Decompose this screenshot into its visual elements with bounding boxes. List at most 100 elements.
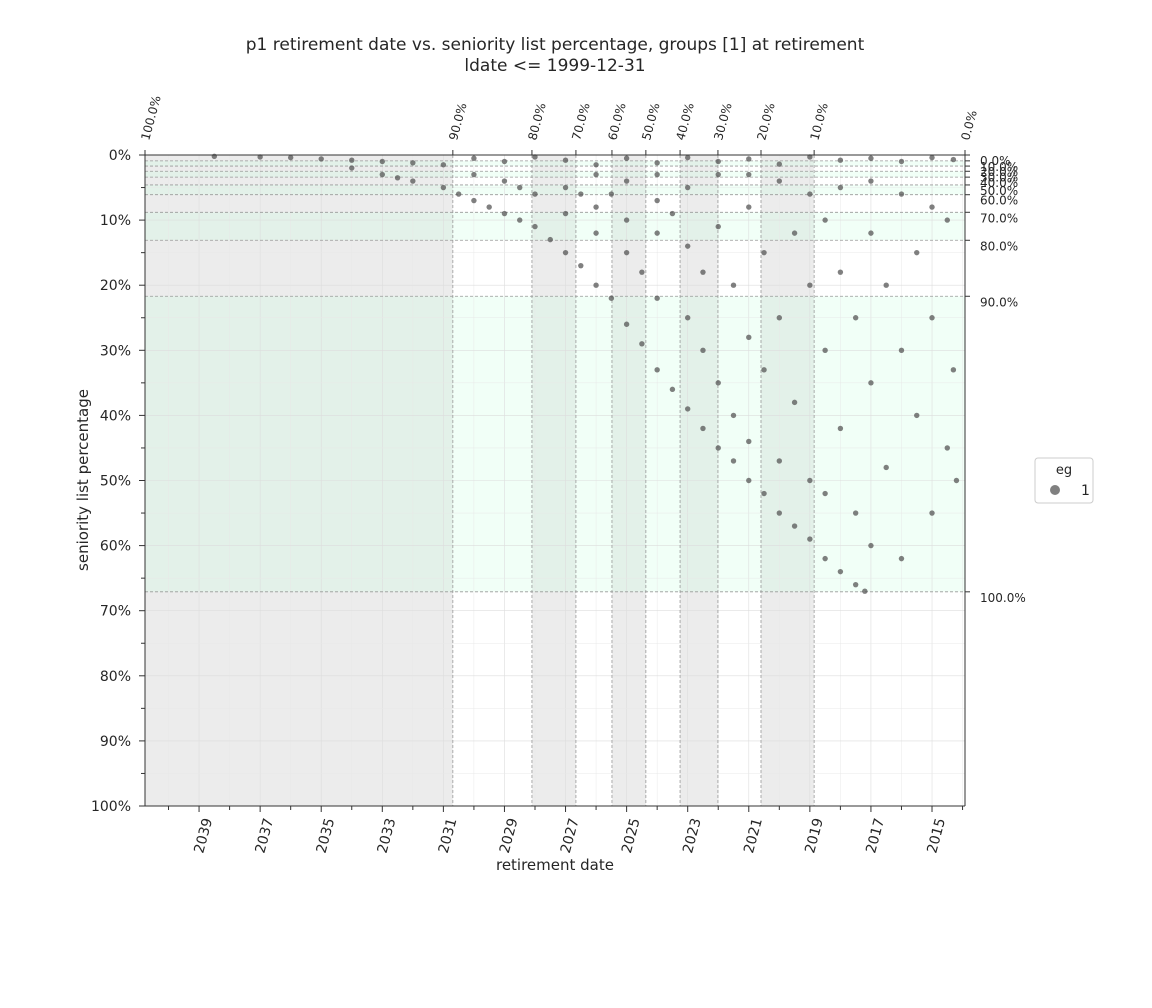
point bbox=[532, 223, 538, 230]
point bbox=[593, 282, 599, 288]
point bbox=[837, 157, 844, 163]
top-tick-label: 40.0% bbox=[673, 101, 696, 141]
top-tick-label: 70.0% bbox=[569, 101, 592, 141]
point bbox=[715, 158, 721, 165]
point bbox=[501, 158, 508, 165]
point bbox=[868, 178, 874, 184]
point bbox=[440, 162, 447, 168]
right-tick-label: 10.0% bbox=[980, 160, 1018, 174]
point bbox=[776, 161, 783, 167]
right-tick-label: 80.0% bbox=[980, 239, 1018, 253]
y-axis-label: seniority list percentage bbox=[74, 389, 92, 571]
point bbox=[532, 154, 538, 160]
right-tick-label: 0.0% bbox=[980, 154, 1011, 168]
point bbox=[715, 380, 721, 386]
point bbox=[394, 175, 401, 181]
point bbox=[410, 160, 416, 166]
chart-subtitle: ldate <= 1999-12-31 bbox=[464, 56, 645, 76]
point bbox=[608, 295, 615, 301]
point bbox=[654, 160, 660, 166]
point bbox=[862, 588, 868, 594]
point bbox=[791, 399, 798, 406]
right-tick-label: 70.0% bbox=[980, 211, 1018, 225]
x-tick-label: 2017 bbox=[863, 816, 888, 855]
point bbox=[318, 156, 324, 162]
point bbox=[776, 315, 783, 321]
top-tick-label: 10.0% bbox=[808, 101, 831, 141]
x-tick-label: 2023 bbox=[680, 816, 705, 855]
right-tick-label: 100.0% bbox=[980, 591, 1026, 605]
point bbox=[257, 154, 263, 160]
point bbox=[746, 477, 752, 484]
point bbox=[501, 178, 508, 184]
point bbox=[776, 458, 783, 464]
point bbox=[852, 315, 859, 321]
y-tick-label: 20% bbox=[100, 278, 131, 294]
right-tick-label: 60.0% bbox=[980, 194, 1018, 208]
point bbox=[623, 178, 630, 184]
point bbox=[623, 249, 630, 256]
point bbox=[684, 406, 691, 412]
point bbox=[562, 184, 569, 191]
point bbox=[410, 178, 416, 184]
point bbox=[654, 230, 660, 236]
point bbox=[501, 210, 508, 217]
band bbox=[145, 171, 965, 178]
point bbox=[455, 191, 462, 197]
point bbox=[837, 184, 844, 191]
point bbox=[807, 536, 813, 542]
point bbox=[562, 157, 569, 163]
point bbox=[287, 154, 294, 161]
point bbox=[730, 458, 737, 464]
right-tick-label: 30.0% bbox=[980, 170, 1018, 184]
point bbox=[868, 380, 874, 386]
point bbox=[684, 315, 691, 321]
point bbox=[898, 158, 905, 165]
band bbox=[145, 212, 965, 241]
point bbox=[852, 581, 859, 588]
band bbox=[145, 160, 965, 167]
point bbox=[807, 282, 813, 288]
point bbox=[593, 204, 599, 210]
right-tick-label: 20.0% bbox=[980, 165, 1018, 179]
point bbox=[914, 412, 920, 419]
top-tick-label: 0.0% bbox=[958, 109, 979, 142]
point bbox=[944, 445, 950, 451]
point bbox=[953, 477, 960, 484]
point bbox=[746, 438, 752, 445]
point bbox=[654, 197, 660, 204]
y-tick-label: 10% bbox=[100, 213, 131, 229]
point bbox=[868, 155, 874, 161]
right-tick-label: 90.0% bbox=[980, 295, 1018, 309]
point bbox=[684, 154, 691, 161]
point bbox=[791, 523, 798, 529]
point bbox=[837, 568, 844, 575]
point bbox=[776, 178, 783, 184]
x-tick-label: 2039 bbox=[191, 816, 216, 855]
point bbox=[623, 321, 630, 327]
point bbox=[868, 542, 874, 549]
band bbox=[145, 184, 965, 195]
point bbox=[761, 367, 767, 373]
top-tick-label: 80.0% bbox=[525, 101, 548, 141]
point bbox=[440, 184, 447, 191]
top-tick-label: 60.0% bbox=[605, 101, 628, 141]
point bbox=[471, 155, 477, 161]
point bbox=[349, 157, 355, 163]
point bbox=[684, 184, 691, 191]
top-tick-label: 20.0% bbox=[754, 101, 777, 141]
point bbox=[700, 269, 706, 275]
x-tick-label: 2015 bbox=[924, 816, 949, 855]
point bbox=[608, 191, 615, 197]
point bbox=[807, 154, 813, 160]
right-tick-label: 50.0% bbox=[980, 184, 1018, 198]
point bbox=[914, 249, 920, 256]
point bbox=[822, 490, 828, 497]
right-tick-label: 40.0% bbox=[980, 176, 1018, 190]
point bbox=[761, 490, 767, 497]
x-tick-label: 2027 bbox=[558, 816, 583, 855]
point bbox=[669, 210, 676, 217]
y-tick-label: 60% bbox=[100, 539, 131, 555]
point bbox=[898, 347, 905, 353]
point bbox=[807, 191, 813, 197]
